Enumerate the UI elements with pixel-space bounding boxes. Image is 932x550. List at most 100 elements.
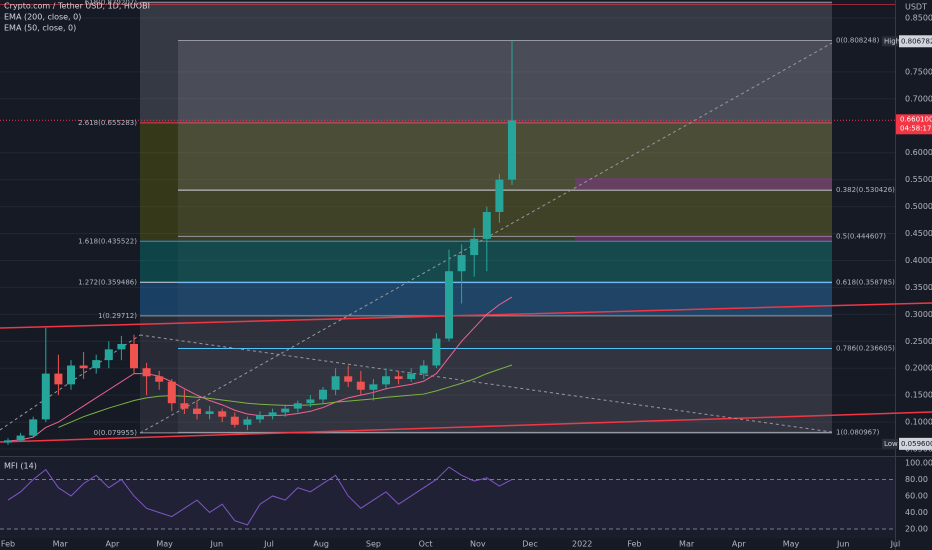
y-tick-label: 0.100000 xyxy=(905,418,932,427)
candle-body xyxy=(356,381,365,390)
x-tick-label: Jul xyxy=(890,540,901,549)
mfi-line xyxy=(7,466,513,526)
y-tick-label: 0.150000 xyxy=(905,391,932,400)
y-tick-label: 0.350000 xyxy=(905,283,932,292)
x-tick-label: Jun xyxy=(836,540,850,549)
candle-body xyxy=(79,365,88,369)
candle-body xyxy=(167,381,176,404)
candle-body xyxy=(482,211,491,239)
x-tick-label: Feb xyxy=(1,540,15,549)
x-tick-label: Jun xyxy=(210,540,224,549)
candle-body xyxy=(117,343,126,350)
x-tick-label: 2022 xyxy=(572,540,592,549)
fib-label: 0(0.079955) xyxy=(94,429,138,437)
last-price-tag xyxy=(896,114,932,135)
y-tick-label: 0.300000 xyxy=(905,310,932,319)
y-tick-label: 0.200000 xyxy=(905,364,932,373)
candle-body xyxy=(41,373,50,420)
fib-label: 618(0.879207) xyxy=(85,0,137,6)
candle-body xyxy=(16,435,25,441)
candle-body xyxy=(155,376,164,382)
candle-body xyxy=(508,120,516,180)
y-tick-label: 0.450000 xyxy=(905,229,932,238)
title: Crypto.com / Tether USD, 1D, HUOBI xyxy=(4,2,150,11)
mfi-title: MFI (14) xyxy=(4,462,37,471)
fib-band xyxy=(178,348,832,433)
mfi-tick-label: 80.00 xyxy=(905,475,928,484)
x-tick-label: Oct xyxy=(419,540,433,549)
candle-body xyxy=(281,408,290,413)
candle-body xyxy=(470,238,479,256)
candle-body xyxy=(256,415,264,420)
high-tag-name: High xyxy=(884,37,900,45)
x-tick-label: May xyxy=(783,540,800,549)
candle-body xyxy=(142,368,151,377)
fib-label: 1(0.29712) xyxy=(98,312,137,320)
dashed-line xyxy=(139,334,833,433)
candle-body xyxy=(495,179,504,212)
candle-body xyxy=(243,419,252,425)
zone xyxy=(575,236,832,241)
mfi-pane xyxy=(0,456,895,538)
candle-body xyxy=(394,376,403,379)
fib-label: 1(0.080967) xyxy=(836,428,880,436)
candle-body xyxy=(104,349,113,361)
y-tick-label: 0.750000 xyxy=(905,67,932,76)
candle-body xyxy=(344,376,353,382)
x-tick-label: Apr xyxy=(732,540,747,549)
candle-body xyxy=(306,399,315,404)
zone xyxy=(575,178,832,190)
mfi-tick-label: 60.00 xyxy=(905,491,928,500)
y-tick-label: 0.550000 xyxy=(905,175,932,184)
fib-label: 1.618(0.435522) xyxy=(78,237,137,245)
mfi-tick-label: 100.00 xyxy=(905,458,932,467)
last-price: 0.660100 xyxy=(900,115,932,123)
fib-band xyxy=(140,2,832,123)
candle-body xyxy=(293,403,302,409)
candle-body xyxy=(205,411,214,414)
fib-band xyxy=(140,282,832,316)
high-tag-bg xyxy=(882,36,898,47)
y-tick-label: 0.500000 xyxy=(905,202,932,211)
candle-body xyxy=(382,376,390,385)
mfi-tick-label: 20.00 xyxy=(905,524,928,533)
candle-body xyxy=(130,343,138,369)
low-tag-value: 0.059600 xyxy=(901,440,932,448)
x-tick-label: Mar xyxy=(679,540,695,549)
candle-body xyxy=(319,389,327,400)
fib-label: 1.272(0.359486) xyxy=(78,278,137,286)
candle-body xyxy=(331,376,340,390)
trend-line xyxy=(0,302,932,329)
ema-line xyxy=(58,364,513,428)
low-tag-value-bg xyxy=(899,437,932,450)
candle-body xyxy=(29,419,38,436)
high-tag-value-bg xyxy=(899,35,932,48)
x-tick-label: Aug xyxy=(313,540,329,549)
indicator-label: EMA (200, close, 0) xyxy=(4,13,81,22)
x-tick-label: Jul xyxy=(263,540,274,549)
x-tick-label: Feb xyxy=(627,540,641,549)
fib-band xyxy=(178,40,832,191)
candle-body xyxy=(457,255,466,272)
candle-body xyxy=(432,338,441,366)
fib-band xyxy=(140,241,832,283)
y-tick-label: 0.400000 xyxy=(905,256,932,265)
candle-body xyxy=(419,365,428,374)
candle-body xyxy=(218,411,227,417)
candle-body xyxy=(4,440,12,443)
fib-label: 2.618(0.655283) xyxy=(78,119,137,127)
high-tag-value: 0.806782 xyxy=(901,37,932,45)
candle-body xyxy=(193,408,201,414)
y-tick-label: 0.600000 xyxy=(905,148,932,157)
x-tick-label: Mar xyxy=(53,540,69,549)
candle-body xyxy=(445,271,453,339)
x-tick-label: Dec xyxy=(522,540,537,549)
trend-line xyxy=(0,411,932,443)
countdown: 04:58:17 xyxy=(900,124,931,132)
x-tick-label: Sep xyxy=(366,540,381,549)
candle-body xyxy=(180,403,189,409)
y-tick-label: 0.850000 xyxy=(905,13,932,22)
candle-body xyxy=(54,373,63,385)
